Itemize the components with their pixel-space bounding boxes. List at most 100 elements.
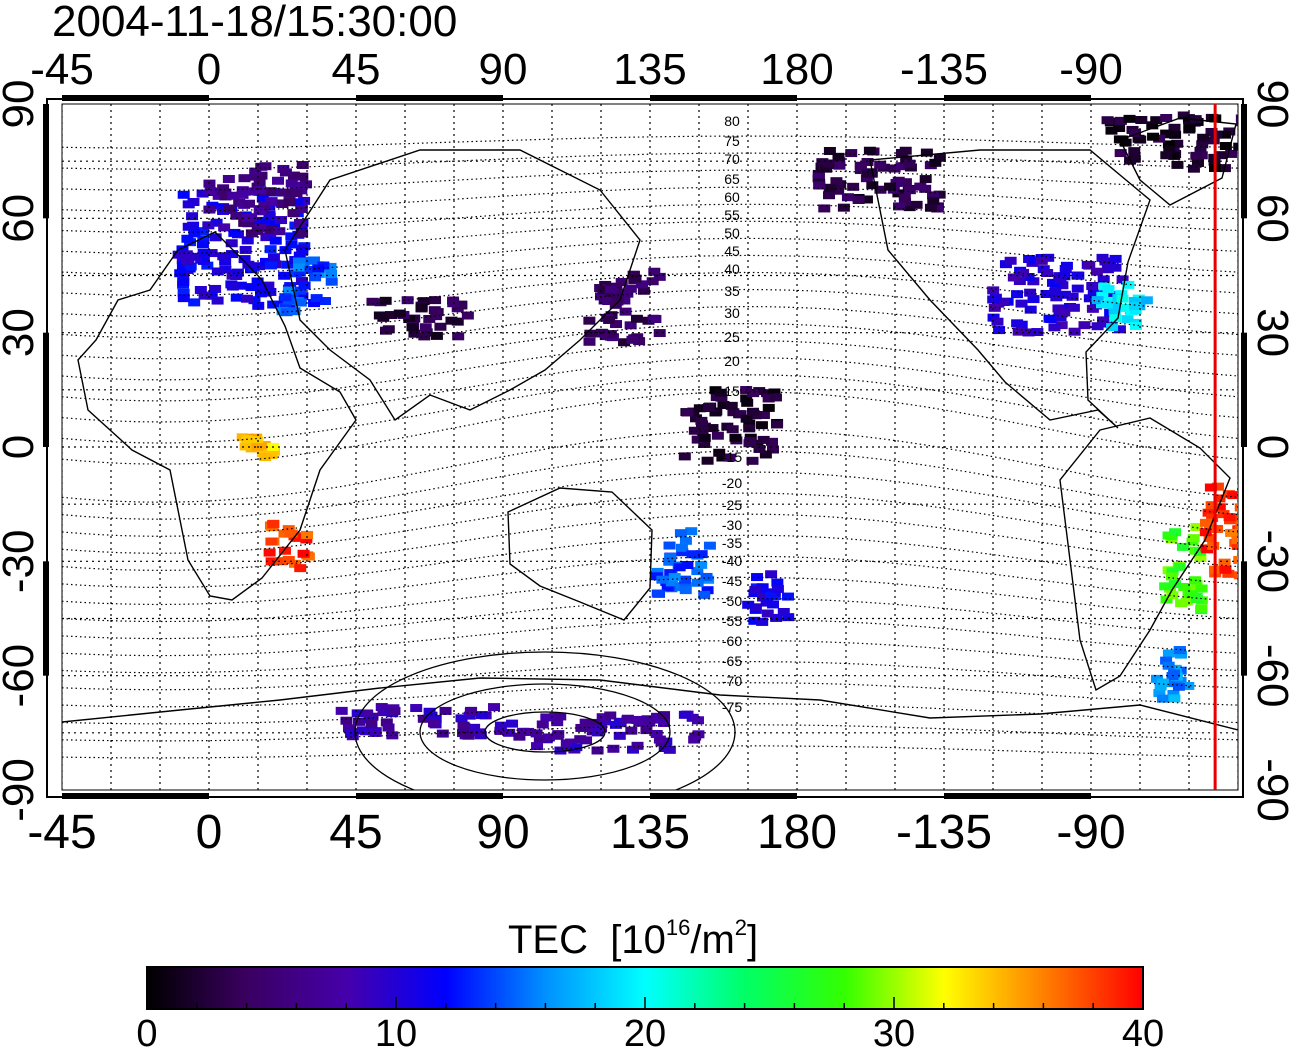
left-lat-label: -60 xyxy=(0,644,43,708)
border-bar-right xyxy=(1241,561,1247,676)
tec-cell xyxy=(245,229,258,238)
tec-cell xyxy=(278,546,291,555)
tec-cell xyxy=(1203,534,1216,543)
tec-cell xyxy=(678,452,691,461)
tec-cell xyxy=(679,586,692,595)
tec-cell xyxy=(234,281,247,290)
tec-cell xyxy=(781,592,794,601)
tec-cell xyxy=(603,315,616,324)
tec-cell xyxy=(753,444,766,453)
tec-cell xyxy=(257,218,270,227)
tec-cell xyxy=(1171,139,1184,148)
tec-cell xyxy=(653,272,666,281)
mlat-label: -75 xyxy=(722,699,742,715)
tec-cell xyxy=(664,553,677,562)
tec-cell xyxy=(1199,528,1212,537)
tec-cell xyxy=(294,298,307,307)
mlat-label: 60 xyxy=(724,189,740,205)
tec-cell xyxy=(1205,501,1218,510)
tec-cell xyxy=(640,726,653,735)
tec-cell xyxy=(1231,541,1238,550)
tec-cell xyxy=(1262,147,1274,155)
tec-cell xyxy=(899,197,912,206)
mlat-contour xyxy=(62,288,1238,339)
tec-cell xyxy=(1165,572,1178,581)
tec-cell xyxy=(533,734,546,743)
border-bar-bottom xyxy=(650,793,797,799)
mlat-contour xyxy=(62,237,1238,276)
tec-cell xyxy=(1031,328,1044,337)
tec-cell xyxy=(1236,118,1238,127)
tec-cell xyxy=(1194,547,1207,556)
tec-cell xyxy=(1054,313,1067,322)
tec-cell xyxy=(1218,558,1231,567)
tec-cell xyxy=(197,235,210,244)
tec-cell xyxy=(1024,288,1037,297)
tec-cell xyxy=(1162,140,1175,149)
tec-cell xyxy=(494,726,507,735)
tec-cell xyxy=(1129,306,1142,315)
tec-cell xyxy=(656,575,669,584)
tec-cell xyxy=(1146,121,1159,130)
tec-cell xyxy=(1153,134,1166,143)
tec-cell xyxy=(1187,534,1200,543)
mlat-label: -45 xyxy=(722,573,742,589)
mlat-label: -25 xyxy=(722,497,742,513)
tec-cell xyxy=(342,724,355,733)
tec-patch xyxy=(583,267,666,347)
tec-cell xyxy=(651,589,664,598)
mlat-label: -15 xyxy=(722,449,742,465)
tec-cell xyxy=(679,575,692,584)
tec-cell xyxy=(290,533,303,542)
tec-cell xyxy=(903,159,916,168)
tec-cell xyxy=(254,289,267,298)
tec-cell xyxy=(903,186,916,195)
mlat-label: 55 xyxy=(724,207,740,223)
tec-cell xyxy=(451,317,464,326)
tec-cell xyxy=(830,177,843,186)
tec-cell xyxy=(455,714,468,723)
tec-cell xyxy=(1211,524,1224,533)
tec-cell xyxy=(218,223,231,232)
tec-cell xyxy=(1213,494,1226,503)
tec-cell xyxy=(388,706,401,715)
tec-cell xyxy=(204,187,217,196)
tec-cell xyxy=(1222,569,1235,578)
tec-cell xyxy=(1153,688,1166,697)
tec-cell xyxy=(1147,132,1160,141)
tec-cell xyxy=(210,218,223,227)
tec-cell xyxy=(782,613,795,622)
tec-cell xyxy=(771,578,784,587)
tec-cell xyxy=(1097,275,1110,284)
tec-cell xyxy=(583,316,596,325)
tec-cell xyxy=(1040,289,1053,298)
tec-cell xyxy=(688,426,701,435)
tec-cell xyxy=(761,609,774,618)
tec-cell xyxy=(678,710,691,719)
tec-cell xyxy=(290,189,303,198)
tec-cell xyxy=(746,456,759,465)
tec-cell xyxy=(1156,678,1169,687)
tec-cell xyxy=(723,453,736,462)
tec-cell xyxy=(1011,290,1024,299)
tec-cell xyxy=(1175,650,1188,659)
bottom-lon-label: 45 xyxy=(329,806,382,859)
tec-cell xyxy=(1177,111,1190,120)
tec-cell xyxy=(650,729,663,738)
tec-cell xyxy=(768,388,781,397)
tec-cell xyxy=(771,420,784,429)
tec-cell xyxy=(473,728,486,737)
right-lat-label: -30 xyxy=(1248,530,1292,594)
tec-cell xyxy=(253,207,266,216)
tec-cell xyxy=(1160,656,1173,665)
tec-cell xyxy=(1190,151,1203,160)
tec-cell xyxy=(709,408,722,417)
tec-cell xyxy=(847,182,860,191)
mlat-label: 75 xyxy=(724,133,740,149)
tec-cell xyxy=(586,720,599,729)
tec-cell xyxy=(230,211,243,220)
tec-cell xyxy=(583,337,596,346)
tec-cell xyxy=(252,301,265,310)
tec-cell xyxy=(236,190,249,199)
tec-cell xyxy=(833,157,846,166)
